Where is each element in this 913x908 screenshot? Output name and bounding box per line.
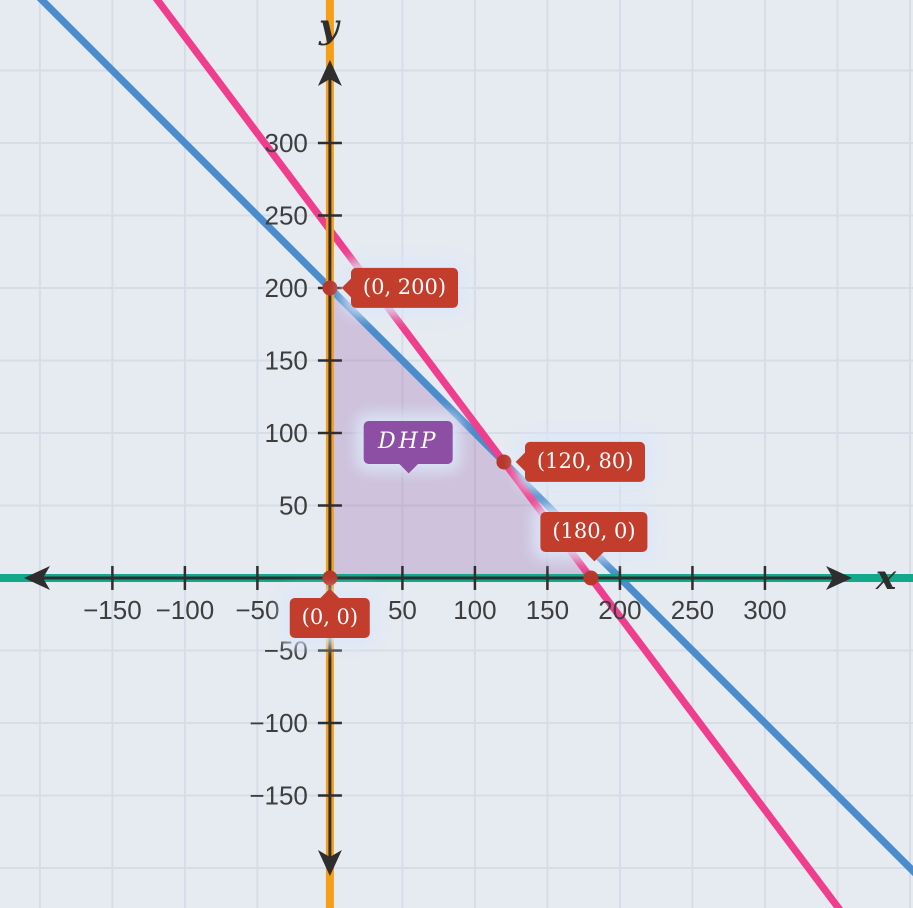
- x-tick-label: 200: [598, 595, 641, 625]
- y-tick-label: −150: [249, 780, 308, 810]
- y-tick-label: 150: [265, 345, 308, 375]
- y-tick-label: 200: [265, 273, 308, 303]
- y-axis-arrow-bottom: [317, 850, 342, 876]
- x-tick-label: 100: [453, 595, 496, 625]
- feasible-region-polygon: [329, 287, 591, 578]
- y-tick-label: 50: [279, 490, 308, 520]
- y-tick-label: 300: [265, 128, 308, 158]
- tick-labels: −150 −100 −50 50 100 150 200 250 300 300 250 200 150…: [83, 7, 897, 810]
- feasible-region: [329, 287, 591, 578]
- x-tick-label: 50: [388, 595, 417, 625]
- x-tick-label: 250: [671, 595, 714, 625]
- vertex-point[interactable]: [496, 454, 512, 470]
- x-tick-label: −100: [156, 595, 215, 625]
- y-axis-arrow-top: [317, 60, 342, 86]
- x-axis-label: x: [875, 558, 897, 598]
- y-axis-label: y: [318, 7, 341, 47]
- x-tick-label: −50: [235, 595, 279, 625]
- vertex-point[interactable]: [322, 570, 338, 586]
- x-axis-arrow-right: [826, 565, 852, 590]
- x-tick-label: 300: [743, 595, 786, 625]
- y-tick-label: −100: [249, 708, 308, 738]
- y-tick-label: 100: [265, 418, 308, 448]
- y-tick-label: 250: [265, 200, 308, 230]
- axes: [24, 60, 852, 876]
- x-tick-label: 150: [526, 595, 569, 625]
- x-tick-label: −150: [83, 595, 142, 625]
- vertex-points: [322, 280, 599, 586]
- y-tick-label: −50: [264, 635, 308, 665]
- vertex-point[interactable]: [322, 280, 338, 296]
- vertex-point[interactable]: [583, 570, 599, 586]
- x-axis-arrow-left: [24, 565, 50, 590]
